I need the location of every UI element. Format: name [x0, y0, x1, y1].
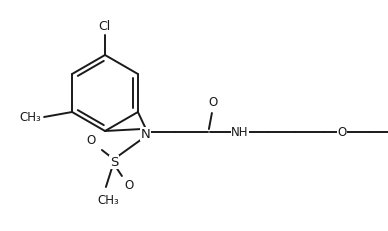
Text: NH: NH: [231, 126, 249, 139]
Text: N: N: [141, 128, 151, 141]
Text: O: O: [337, 126, 346, 139]
Text: Cl: Cl: [98, 20, 110, 33]
Text: CH₃: CH₃: [97, 194, 119, 207]
Text: CH₃: CH₃: [19, 111, 41, 124]
Text: O: O: [86, 133, 95, 146]
Text: S: S: [110, 156, 118, 169]
Text: O: O: [124, 179, 133, 192]
Text: O: O: [208, 96, 218, 109]
